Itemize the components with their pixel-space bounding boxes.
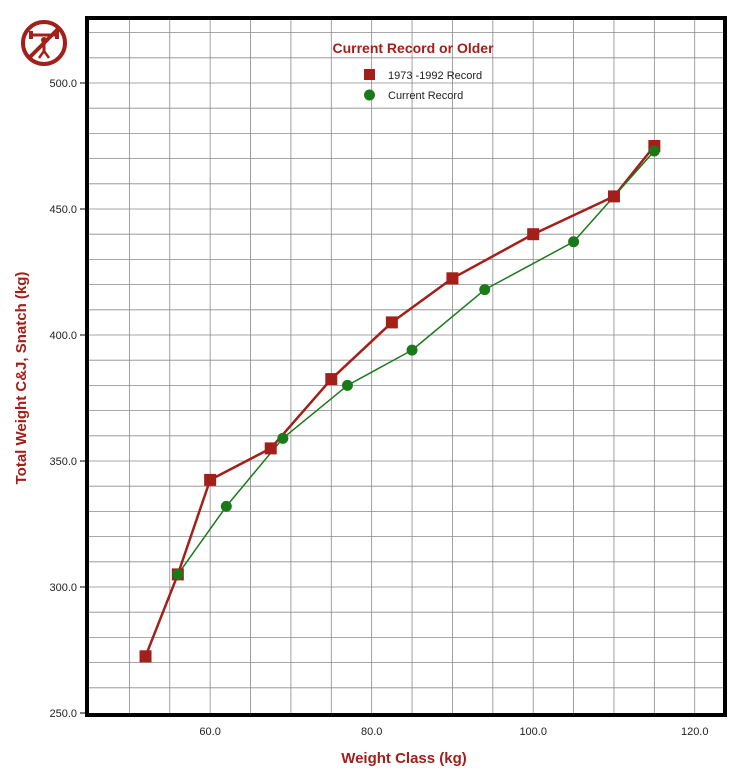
series-line-1973-1992 <box>144 145 656 657</box>
data-point-1973-1992 <box>139 650 152 663</box>
x-tick-label: 60.0 <box>199 726 220 738</box>
data-point-1973-1992 <box>204 473 217 486</box>
y-tick-label: 400.0 <box>49 330 77 342</box>
y-tick-label: 350.0 <box>49 456 77 468</box>
data-point-current <box>341 379 353 391</box>
data-point-1973-1992 <box>264 442 277 455</box>
series-line-current <box>177 150 655 575</box>
data-point-current <box>568 236 580 248</box>
y-tick-label: 300.0 <box>49 582 77 594</box>
data-point-1973-1992 <box>527 228 540 241</box>
data-point-1973-1992 <box>446 272 459 285</box>
legend-marker-1973-1992 <box>364 69 375 80</box>
data-point-current <box>277 432 289 444</box>
data-point-1973-1992 <box>325 373 338 386</box>
y-axis: 250.0 300.0 350.0 400.0 450.0 500.0 <box>49 78 87 720</box>
y-tick-label: 250.0 <box>49 708 77 720</box>
weightlifter-icon <box>21 20 67 66</box>
legend-label-current: Current Record <box>388 90 463 102</box>
legend-title: Current Record or Older <box>332 40 494 56</box>
legend: Current Record or Older 1973 -1992 Recor… <box>332 40 494 102</box>
x-axis: 60.0 80.0 100.0 120.0 <box>199 726 708 738</box>
data-point-current <box>648 145 660 157</box>
legend-marker-current <box>364 89 375 101</box>
data-point-1973-1992 <box>607 190 620 203</box>
grid <box>89 20 723 713</box>
y-tick-label: 450.0 <box>49 204 77 216</box>
plot-frame <box>85 16 727 717</box>
data-point-current <box>479 284 491 296</box>
x-tick-label: 120.0 <box>681 726 709 738</box>
data-point-current <box>172 568 184 580</box>
x-tick-label: 80.0 <box>361 726 382 738</box>
data-point-current <box>220 500 232 512</box>
data-point-1973-1992 <box>385 316 398 329</box>
data-point-current <box>406 344 418 356</box>
y-axis-title: Total Weight C&J, Snatch (kg) <box>13 272 30 485</box>
series-layer <box>139 140 661 663</box>
x-tick-label: 100.0 <box>519 726 547 738</box>
x-axis-title: Weight Class (kg) <box>341 750 467 767</box>
legend-label-1973-1992: 1973 -1992 Record <box>388 70 482 82</box>
y-tick-label: 500.0 <box>49 78 77 90</box>
